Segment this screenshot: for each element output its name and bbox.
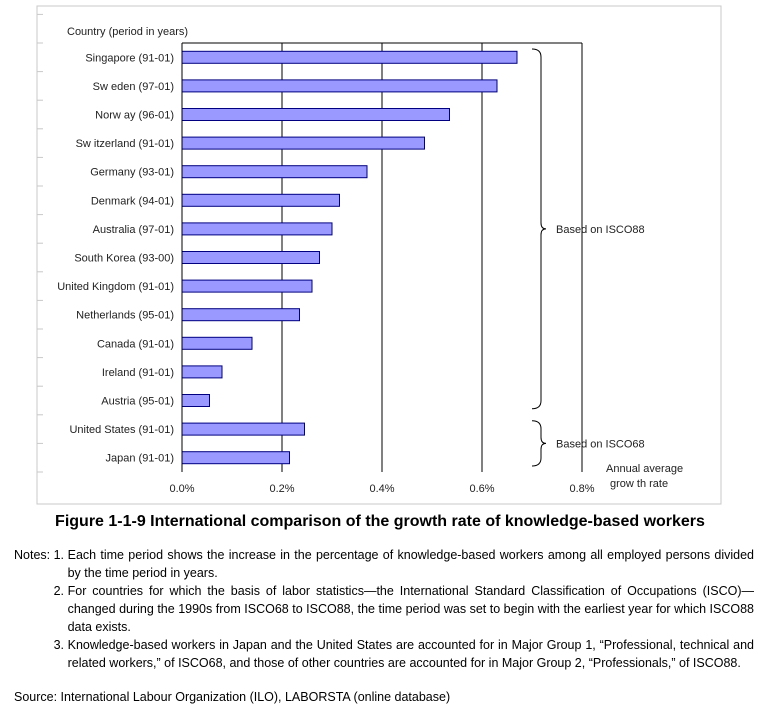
bars bbox=[181, 50, 518, 465]
axes bbox=[37, 13, 583, 473]
note-2: 2. For countries for which the basis of … bbox=[54, 582, 754, 636]
bar bbox=[181, 394, 210, 407]
group-label: Based on ISCO88 bbox=[556, 224, 645, 236]
note-3: 3. Knowledge-based workers in Japan and … bbox=[54, 636, 754, 672]
category-label: United States (91-01) bbox=[69, 424, 174, 436]
x-tick-label: 0.8% bbox=[569, 483, 594, 495]
category-label: Germany (93-01) bbox=[90, 167, 174, 179]
bar bbox=[181, 308, 300, 322]
group-brace bbox=[531, 48, 547, 410]
note-number: 1. bbox=[53, 548, 65, 562]
note-text: Knowledge-based workers in Japan and the… bbox=[67, 638, 754, 670]
figure-title: Figure 1-1-9 International comparison of… bbox=[55, 513, 705, 530]
note-number: 2. bbox=[53, 584, 65, 598]
category-label: South Korea (93-00) bbox=[74, 253, 174, 265]
group-brace bbox=[531, 420, 547, 467]
source-line: Source: International Labour Organizatio… bbox=[14, 690, 451, 704]
category-label: Singapore (91-01) bbox=[85, 52, 174, 64]
note-text: Each time period shows the increase in t… bbox=[67, 548, 754, 580]
notes-section: Notes: 1. Each time period shows the inc… bbox=[14, 546, 754, 672]
category-labels: Singapore (91-01) Sw eden (97-01) Norw ay … bbox=[57, 52, 174, 464]
note-number: 3. bbox=[53, 638, 65, 652]
x-axis-label-line1: Annual average bbox=[606, 463, 683, 475]
group-label: Based on ISCO68 bbox=[556, 438, 645, 450]
category-label: Norw ay (96-01) bbox=[95, 110, 174, 122]
category-label: United Kingdom (91-01) bbox=[57, 281, 174, 293]
category-label: Austria (95-01) bbox=[101, 396, 174, 408]
x-tick-label: 0.2% bbox=[269, 483, 294, 495]
bar bbox=[181, 251, 320, 264]
category-label: Australia (97-01) bbox=[93, 224, 174, 236]
category-label: Japan (91-01) bbox=[106, 453, 175, 465]
bar bbox=[181, 108, 450, 121]
bar bbox=[181, 365, 223, 379]
x-tick-label: 0.6% bbox=[469, 483, 494, 495]
group-annotations: Based on ISCO88 Based on ISCO68 bbox=[531, 48, 645, 467]
bar bbox=[181, 79, 498, 93]
bar bbox=[181, 222, 333, 236]
category-label: Sw eden (97-01) bbox=[93, 81, 174, 93]
bar bbox=[181, 50, 518, 64]
bar bbox=[181, 165, 368, 179]
x-tick-labels: 0.0% 0.2% 0.4% 0.6% 0.8% bbox=[169, 483, 594, 495]
bar bbox=[181, 422, 305, 436]
category-label: Ireland (91-01) bbox=[102, 367, 174, 379]
x-tick-label: 0.4% bbox=[369, 483, 394, 495]
bar bbox=[181, 136, 425, 150]
bar bbox=[181, 279, 313, 293]
bar bbox=[181, 336, 253, 350]
note-1: 1. Each time period shows the increase i… bbox=[54, 546, 754, 582]
notes-prefix: Notes: bbox=[14, 548, 54, 562]
x-tick-label: 0.0% bbox=[169, 483, 194, 495]
bar bbox=[181, 451, 290, 465]
category-label: Canada (91-01) bbox=[97, 338, 174, 350]
category-label: Sw itzerland (91-01) bbox=[76, 138, 174, 150]
chart-outer-border bbox=[36, 5, 722, 505]
category-label: Netherlands (95-01) bbox=[76, 310, 174, 322]
bar bbox=[181, 193, 340, 207]
note-text: For countries for which the basis of lab… bbox=[67, 584, 754, 634]
x-axis-label-line2: grow th rate bbox=[610, 478, 668, 490]
bar-chart: Country (period in years) Singapore (91-… bbox=[36, 5, 722, 505]
category-header: Country (period in years) bbox=[67, 26, 188, 38]
category-label: Denmark (94-01) bbox=[91, 195, 174, 207]
